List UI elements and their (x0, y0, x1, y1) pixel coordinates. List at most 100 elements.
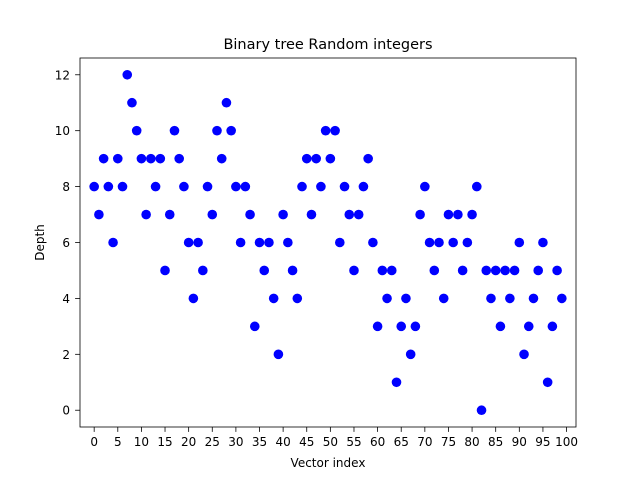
data-point (207, 209, 218, 220)
data-point (188, 293, 199, 304)
data-point (349, 265, 359, 276)
data-point (150, 181, 161, 192)
data-point (231, 181, 241, 192)
data-point (131, 125, 142, 136)
data-point (240, 181, 251, 192)
data-point (122, 69, 133, 80)
data-point (542, 377, 553, 388)
data-point (283, 237, 293, 248)
data-point (301, 153, 312, 164)
data-point (405, 349, 416, 360)
data-point (462, 237, 473, 248)
y-tick-label: 4 (62, 292, 70, 306)
data-point (481, 265, 492, 276)
x-tick-label: 75 (441, 435, 456, 449)
data-point (533, 265, 544, 276)
data-point (94, 209, 104, 220)
data-point (268, 293, 279, 304)
data-point (136, 153, 147, 164)
x-tick-label: 80 (464, 435, 479, 449)
x-tick-label: 35 (252, 435, 267, 449)
x-tick-label: 40 (275, 435, 290, 449)
x-axis-label: Vector index (291, 456, 366, 470)
data-point (221, 97, 232, 108)
x-axis-ticks: 0 5 10 15 20 25 30 35 40 45 50 55 60 65 70 75 80 85 90 95 10… (90, 427, 578, 449)
data-point (325, 153, 336, 164)
data-point (174, 153, 184, 164)
x-tick-label: 95 (535, 435, 550, 449)
data-point (89, 181, 99, 192)
data-point (330, 125, 340, 136)
y-tick-label: 0 (62, 404, 70, 418)
data-point (358, 181, 369, 192)
data-point (193, 237, 203, 248)
y-tick-label: 8 (62, 180, 70, 194)
x-tick-label: 25 (205, 435, 220, 449)
data-point (509, 265, 520, 276)
plot-frame (79, 57, 577, 428)
data-point (377, 265, 388, 276)
data-point (476, 405, 487, 416)
x-tick-label: 15 (157, 435, 172, 449)
data-point (472, 181, 482, 192)
data-point (401, 293, 411, 304)
data-point (500, 265, 510, 276)
x-tick-label: 55 (346, 435, 361, 449)
data-point (198, 265, 208, 276)
data-point (306, 209, 317, 220)
data-point (434, 237, 444, 248)
data-point (382, 293, 392, 304)
data-point (155, 153, 166, 164)
data-point (523, 321, 534, 332)
data-point (183, 237, 194, 248)
data-point (292, 293, 303, 304)
x-tick-label: 85 (488, 435, 503, 449)
data-point (320, 125, 331, 136)
chart-title: Binary tree Random integers (223, 37, 432, 53)
data-point (278, 209, 288, 220)
data-point (127, 97, 137, 108)
data-point (339, 181, 350, 192)
data-point (514, 237, 525, 248)
data-point (353, 209, 364, 220)
data-point (273, 349, 284, 360)
data-point (519, 349, 529, 360)
data-point (344, 209, 355, 220)
data-point (368, 237, 378, 248)
data-point (103, 181, 114, 192)
y-tick-label: 2 (62, 348, 70, 362)
data-point (547, 321, 558, 332)
data-point (212, 125, 222, 136)
data-point (146, 153, 156, 164)
data-point (235, 237, 246, 248)
x-tick-label: 100 (555, 435, 578, 449)
data-point (202, 181, 213, 192)
data-point (443, 209, 454, 220)
data-point (245, 209, 255, 220)
x-tick-label: 90 (512, 435, 527, 449)
data-point (467, 209, 477, 220)
data-point (259, 265, 270, 276)
y-tick-label: 6 (62, 236, 70, 250)
data-point (287, 265, 298, 276)
data-point (391, 377, 402, 388)
y-axis-label: Depth (33, 224, 47, 261)
data-points (89, 69, 567, 416)
data-point (226, 125, 236, 136)
x-tick-label: 20 (181, 435, 196, 449)
data-point (112, 153, 123, 164)
data-point (410, 321, 421, 332)
data-point (169, 125, 180, 136)
data-point (424, 237, 435, 248)
data-point (538, 237, 548, 248)
x-tick-label: 10 (134, 435, 149, 449)
data-point (311, 153, 321, 164)
data-point (386, 265, 397, 276)
data-point (448, 237, 458, 248)
x-tick-label: 50 (323, 435, 338, 449)
data-point (505, 293, 515, 304)
data-point (141, 209, 151, 220)
data-point (249, 321, 260, 332)
